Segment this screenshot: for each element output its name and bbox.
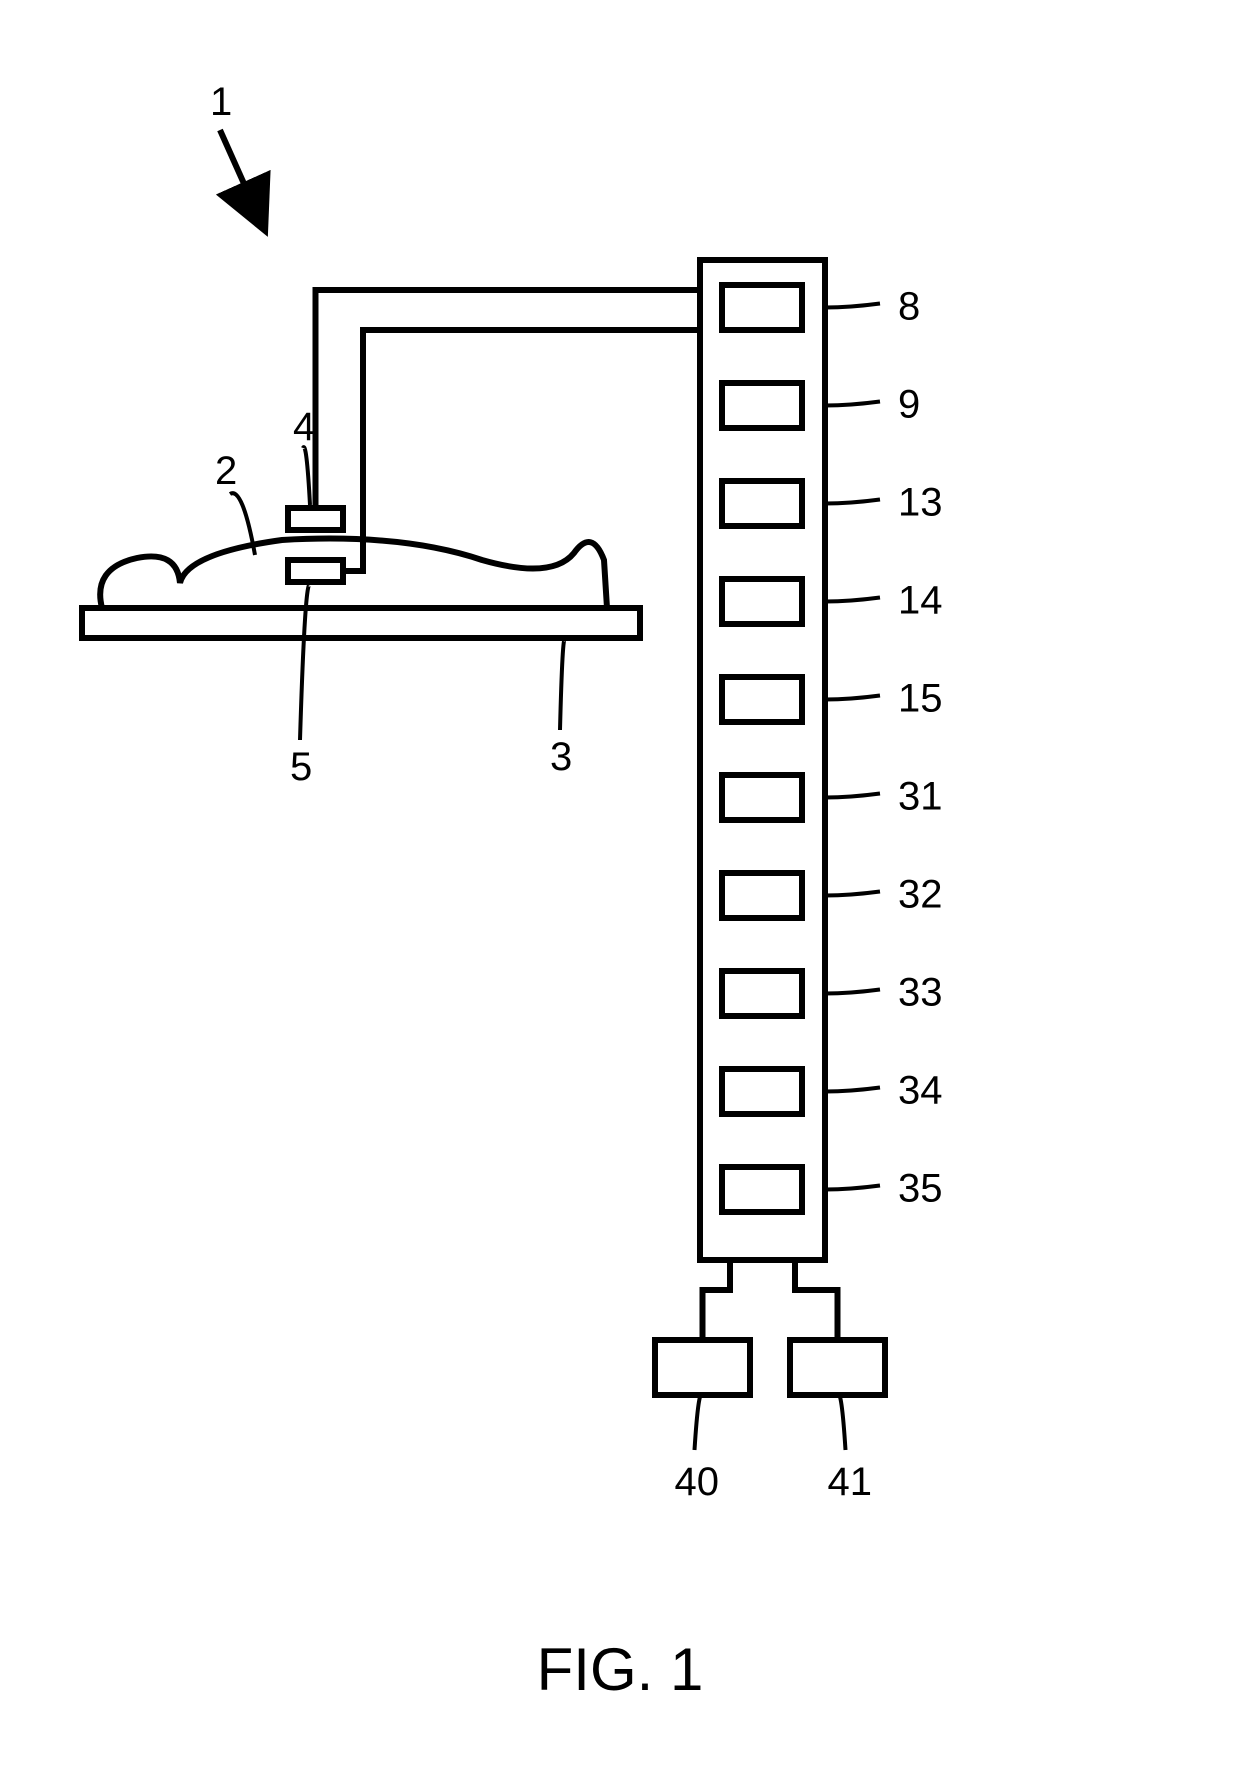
lead-line (825, 500, 880, 504)
slot-label: 33 (898, 971, 943, 1015)
column-slots: 8 9 13 14 15 31 32 33 34 35 (722, 285, 943, 1213)
column-slot (722, 775, 802, 820)
lower-unit (288, 560, 343, 582)
slot-label: 8 (898, 285, 920, 329)
lead-line (825, 990, 880, 994)
label-overall: 1 (210, 80, 232, 124)
column-slot (722, 1069, 802, 1114)
slot-label: 15 (898, 677, 943, 721)
lead-line (695, 1394, 703, 1450)
bottom-connectors (703, 1260, 838, 1340)
slot-label: 32 (898, 873, 943, 917)
column-slot (722, 677, 802, 722)
column-slot (722, 1167, 802, 1212)
column-slot (722, 971, 802, 1016)
support-table (82, 608, 640, 638)
slot-label: 9 (898, 383, 920, 427)
upper-unit (288, 508, 343, 530)
bottom-box-left (655, 1340, 750, 1395)
lead-line (825, 598, 880, 602)
label-patient: 2 (215, 449, 237, 493)
lead-line (825, 1186, 880, 1190)
column-slot (722, 873, 802, 918)
label-bottom-left: 40 (675, 1460, 720, 1504)
label-lower-unit: 5 (290, 745, 312, 789)
figure-caption: FIG. 1 (537, 1636, 704, 1703)
label-bottom-right: 41 (828, 1460, 873, 1504)
label-table: 3 (550, 735, 572, 779)
figure-diagram: 1 8 9 13 14 15 31 32 33 34 35 2 4 5 3 40 41 FIG. 1 (0, 0, 1240, 1782)
column-slot (722, 285, 802, 330)
lead-line (825, 402, 880, 406)
slot-label: 31 (898, 775, 943, 819)
bottom-connector (703, 1260, 731, 1340)
processing-column (700, 260, 825, 1260)
slot-label: 13 (898, 481, 943, 525)
slot-label: 14 (898, 579, 943, 623)
connection-lower (343, 330, 700, 571)
column-slot (722, 579, 802, 624)
lead-line (825, 1088, 880, 1092)
slot-label: 35 (898, 1167, 943, 1211)
slot-label: 34 (898, 1069, 943, 1113)
column-slot (722, 383, 802, 428)
lead-line (825, 892, 880, 896)
bottom-box-right (790, 1340, 885, 1395)
label-upper-unit: 4 (293, 405, 315, 449)
lead-line (825, 696, 880, 700)
lead-line (838, 1394, 846, 1450)
lead-line (825, 794, 880, 798)
overall-ref-arrow: 1 (210, 80, 258, 215)
lead-line (560, 639, 565, 730)
bottom-connector (795, 1260, 838, 1340)
lead-line (825, 304, 880, 308)
column-slot (722, 481, 802, 526)
lead-line (303, 447, 310, 505)
connection-upper (316, 290, 701, 508)
